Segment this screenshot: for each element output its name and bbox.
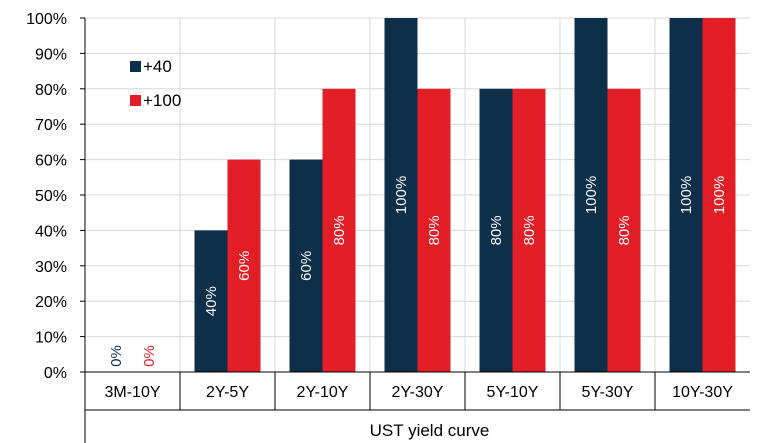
y-tick-label: 30% — [35, 259, 67, 276]
category-label: 2Y-30Y — [392, 384, 444, 401]
category-label: 2Y-10Y — [297, 384, 349, 401]
data-label: 60% — [236, 251, 253, 281]
legend-swatch — [130, 61, 141, 72]
bar-plus100 — [512, 88, 546, 373]
category-label: 5Y-30Y — [582, 384, 634, 401]
x-axis-title: UST yield curve — [370, 421, 490, 440]
legend-label: +40 — [143, 57, 172, 76]
data-label: 100% — [711, 176, 728, 214]
data-label: 40% — [203, 286, 220, 316]
y-tick-label: 20% — [35, 294, 67, 311]
data-label: 80% — [616, 215, 633, 245]
data-label: 80% — [331, 215, 348, 245]
data-label: 100% — [583, 176, 600, 214]
y-tick-label: 100% — [26, 11, 67, 28]
bar-plus40 — [574, 18, 608, 372]
y-tick-label: 90% — [35, 46, 67, 63]
bar-plus40 — [479, 88, 513, 373]
bar-plus100 — [227, 159, 261, 372]
y-tick-label: 50% — [35, 188, 67, 205]
y-tick-label: 0% — [44, 365, 67, 382]
axes: 0% 10% 20% 30% 40% 50% 60% 70% 80% 90% 100% 3M-10Y 2… — [26, 11, 750, 443]
bar-plus100 — [322, 88, 356, 373]
legend-label: +100 — [143, 91, 181, 110]
bar-plus40 — [669, 18, 703, 372]
data-label: 80% — [488, 215, 505, 245]
data-label: 80% — [521, 215, 538, 245]
legend: +40 +100 — [130, 57, 181, 110]
category-label: 3M-10Y — [104, 384, 160, 401]
bar-plus40 — [384, 18, 418, 372]
y-tick-label: 10% — [35, 330, 67, 347]
data-label: 100% — [678, 176, 695, 214]
y-tick-label: 80% — [35, 82, 67, 99]
data-label: 0% — [108, 345, 125, 367]
y-tick-label: 70% — [35, 117, 67, 134]
legend-swatch — [130, 95, 141, 106]
bar-plus100 — [702, 18, 736, 372]
bars: 0% 0% 40% 60% 60% 80% 100% 80% 80% 80% 100% 80% 100%… — [108, 18, 736, 373]
bar-plus40 — [289, 159, 323, 372]
data-label: 100% — [393, 176, 410, 214]
category-label: 5Y-10Y — [487, 384, 539, 401]
y-tick-label: 60% — [35, 153, 67, 170]
bar-plus40 — [194, 230, 228, 372]
y-tick-label: 40% — [35, 223, 67, 240]
bar-plus100 — [607, 88, 641, 373]
data-label: 0% — [141, 345, 158, 367]
bar-plus100 — [417, 88, 451, 373]
category-label: 10Y-30Y — [672, 384, 733, 401]
data-label: 60% — [298, 251, 315, 281]
category-label: 2Y-5Y — [206, 384, 249, 401]
data-label: 80% — [426, 215, 443, 245]
